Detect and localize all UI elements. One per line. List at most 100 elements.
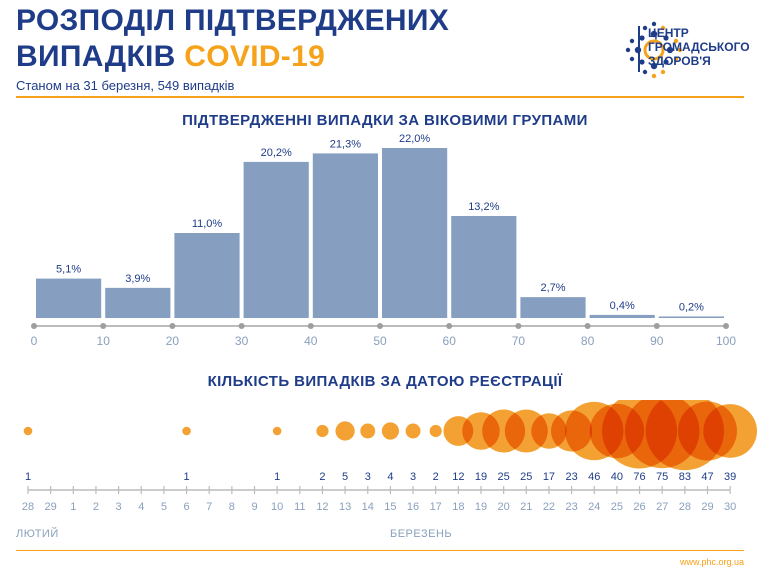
logo-dot	[663, 35, 669, 41]
logo-dot	[650, 62, 658, 70]
case-count-label: 2	[433, 471, 439, 483]
logo-dot	[625, 47, 631, 53]
logo-dot	[629, 56, 635, 62]
logo-text-line-3: ЗДОРОВ'Я	[648, 54, 711, 68]
age-bar-label: 11,0%	[192, 218, 223, 230]
case-count-label: 23	[565, 471, 577, 483]
case-count-label: 25	[520, 471, 532, 483]
date-tick-label: 22	[543, 501, 555, 513]
case-count-label: 39	[724, 471, 736, 483]
age-bar	[36, 278, 102, 318]
age-axis-tick	[100, 323, 107, 329]
date-tick-label: 30	[724, 501, 736, 513]
case-bubble	[703, 404, 758, 458]
logo-dot	[629, 38, 635, 44]
case-bubble	[381, 422, 399, 440]
date-tick-label: 12	[316, 501, 328, 513]
case-count-label: 1	[25, 471, 31, 483]
case-count-label: 4	[387, 471, 393, 483]
date-tick-label: 6	[183, 501, 189, 513]
age-axis-tick	[653, 323, 660, 329]
age-tick-label: 90	[650, 334, 664, 348]
footer-divider	[16, 550, 744, 551]
logo-dot	[673, 56, 679, 62]
age-axis-tick	[307, 323, 314, 329]
case-count-label: 47	[701, 471, 713, 483]
date-tick-label: 20	[498, 501, 510, 513]
age-tick-label: 30	[235, 334, 249, 348]
bubble-group	[23, 400, 758, 471]
logo-dot	[660, 69, 666, 75]
case-bubble	[405, 423, 421, 439]
month-label-february: ЛЮТИЙ	[16, 528, 59, 540]
logo-dot	[639, 35, 645, 41]
date-tick-label: 14	[362, 501, 374, 513]
date-tick-label: 5	[161, 501, 167, 513]
age-chart-title: ПІДТВЕРДЖЕННІ ВИПАДКИ ЗА ВІКОВИМИ ГРУПАМ…	[182, 112, 588, 129]
age-bar	[451, 216, 517, 318]
age-tick-label: 0	[31, 334, 38, 348]
case-bubble	[360, 423, 376, 439]
date-tick-label: 10	[271, 501, 283, 513]
date-tick-label: 29	[45, 501, 57, 513]
date-tick-label: 24	[588, 501, 600, 513]
date-chart-title: КІЛЬКІСТЬ ВИПАДКІВ ЗА ДАТОЮ РЕЄСТРАЦІЇ	[207, 373, 563, 390]
age-tick-label: 20	[166, 334, 180, 348]
case-count-label: 76	[633, 471, 645, 483]
age-axis-tick	[446, 323, 453, 329]
logo-dot	[651, 21, 657, 27]
age-bar-label: 0,2%	[679, 301, 704, 313]
age-bar	[658, 316, 724, 318]
age-axis-tick	[584, 323, 591, 329]
case-count-label: 40	[611, 471, 623, 483]
age-bar-label: 0,4%	[610, 300, 635, 312]
date-tick-label: 19	[475, 501, 487, 513]
logo-text-line-1: ЦЕНТР	[648, 26, 689, 40]
date-tick-label: 4	[138, 501, 144, 513]
date-tick-label: 26	[633, 501, 645, 513]
case-count-label: 19	[475, 471, 487, 483]
case-bubble	[335, 421, 355, 441]
age-axis-tick	[31, 323, 37, 329]
date-tick-label: 18	[452, 501, 464, 513]
page-title-line-2: ВИПАДКІВ COVID-19	[16, 40, 325, 74]
header-divider	[16, 96, 744, 98]
age-axis-tick	[377, 323, 383, 329]
age-bar	[174, 233, 240, 318]
logo-dot	[677, 47, 683, 53]
date-tick-label: 27	[656, 501, 668, 513]
date-tick-label: 2	[93, 501, 99, 513]
case-count-label: 25	[498, 471, 510, 483]
logo-center-ring	[643, 39, 665, 61]
date-tick-label: 11	[294, 501, 305, 513]
case-bubble	[272, 426, 282, 436]
month-label-march: БЕРЕЗЕНЬ	[390, 528, 453, 540]
date-tick-label: 23	[565, 501, 577, 513]
logo-dot	[642, 69, 648, 75]
age-bar-label: 2,7%	[540, 282, 565, 294]
age-bar	[312, 153, 378, 318]
case-count-label: 3	[365, 471, 371, 483]
date-tick-label: 28	[679, 501, 691, 513]
title-accent: COVID-19	[184, 40, 326, 73]
date-tick-label: 7	[206, 501, 212, 513]
logo-dot	[663, 59, 669, 65]
case-count-label: 12	[452, 471, 464, 483]
logo-dot	[650, 30, 658, 38]
age-tick-label: 40	[304, 334, 318, 348]
date-tick-label: 13	[339, 501, 351, 513]
logo-divider	[638, 26, 640, 72]
date-tick-label: 8	[229, 501, 235, 513]
age-tick-label: 50	[373, 334, 387, 348]
title-prefix: ВИПАДКІВ	[16, 40, 185, 73]
public-health-center-logo	[625, 21, 683, 79]
age-tick-label: 70	[512, 334, 526, 348]
logo-dot	[642, 25, 648, 31]
age-bar	[382, 148, 448, 318]
age-bar-label: 22,0%	[399, 133, 430, 145]
date-tick-label: 25	[611, 501, 623, 513]
logo-dot	[673, 38, 679, 44]
date-tick-label: 29	[701, 501, 713, 513]
page-subtitle: Станом на 31 березня, 549 випадків	[16, 78, 235, 93]
